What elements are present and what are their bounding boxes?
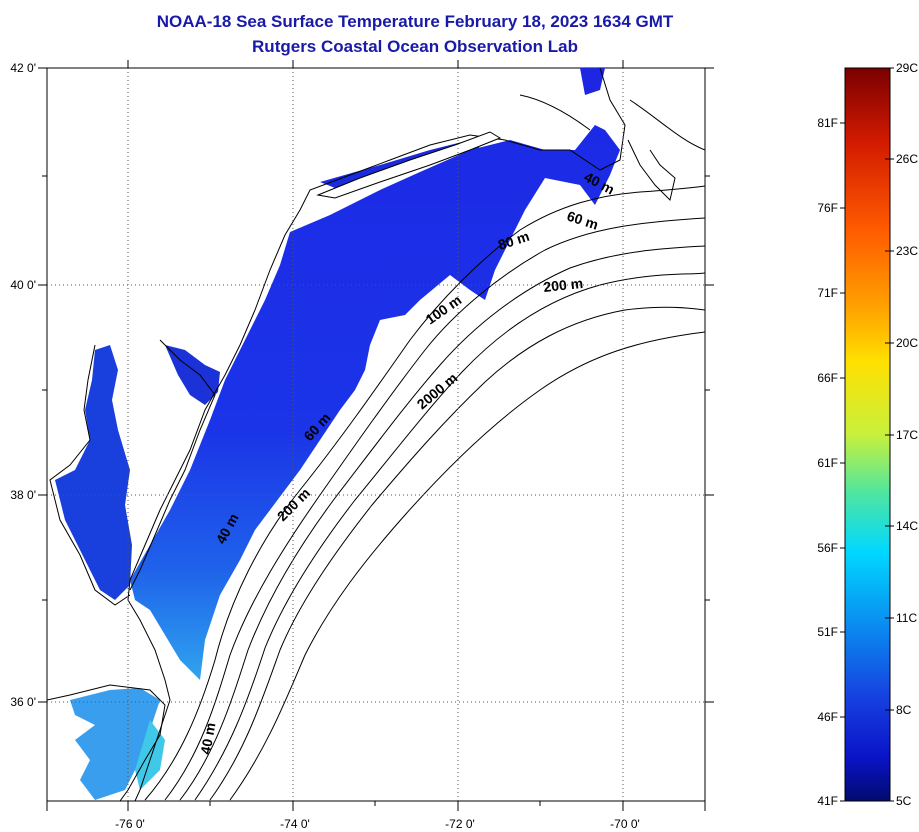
celsius-label: 23C <box>896 244 918 258</box>
celsius-label: 11C <box>896 611 917 625</box>
celsius-label: 20C <box>896 336 918 350</box>
sst-pamlico <box>70 688 160 800</box>
cape-cod-outline <box>627 139 676 201</box>
lon-label: -74 0' <box>280 817 310 831</box>
chesapeake-outline <box>49 344 131 606</box>
sst-delaware-bay <box>165 345 220 405</box>
fahrenheit-label: 46F <box>817 710 838 724</box>
celsius-label: 17C <box>896 428 918 442</box>
fahrenheit-label: 51F <box>817 625 838 639</box>
celsius-label: 26C <box>896 152 918 166</box>
sst-chesapeake <box>55 345 132 600</box>
fahrenheit-label: 81F <box>817 116 838 130</box>
lat-label: 42 0' <box>10 61 36 75</box>
long-island-outline <box>316 131 502 199</box>
delmarva-outline <box>129 339 216 591</box>
celsius-label: 5C <box>896 794 912 808</box>
lon-label: -70 0' <box>610 817 640 831</box>
contour-label: 40 m <box>197 721 218 755</box>
colorbar-celsius-labels: 29C 26C 23C 20C 17C 14C 11C 8C 5C <box>896 61 918 808</box>
fahrenheit-label: 71F <box>817 286 838 300</box>
bathymetry-contours <box>144 94 705 801</box>
temperature-colorbar <box>844 67 891 802</box>
colorbar-ticks <box>840 67 894 802</box>
sst-shelf-water <box>130 125 620 680</box>
celsius-label: 29C <box>896 61 918 75</box>
lon-label: -72 0' <box>445 817 475 831</box>
lat-labels: 42 0' 40 0' 38 0' 36 0' <box>10 61 36 709</box>
chart-subtitle: Rutgers Coastal Ocean Observation Lab <box>252 37 578 56</box>
celsius-label: 8C <box>896 703 912 717</box>
chart-title: NOAA-18 Sea Surface Temperature February… <box>156 12 674 31</box>
lat-label: 40 0' <box>10 278 36 292</box>
fahrenheit-label: 56F <box>817 541 838 555</box>
colorbar-fahrenheit-labels: 81F 76F 71F 66F 61F 56F 51F 46F 41F <box>817 116 838 808</box>
coastline <box>127 68 626 801</box>
nc-outline <box>47 684 166 801</box>
graticule <box>47 68 705 801</box>
fahrenheit-label: 61F <box>817 456 838 470</box>
sst-north-patch <box>580 68 605 95</box>
fahrenheit-label: 41F <box>817 794 838 808</box>
lat-label: 36 0' <box>10 695 36 709</box>
lon-labels: -76 0' -74 0' -72 0' -70 0' <box>115 817 640 831</box>
celsius-label: 14C <box>896 519 918 533</box>
lat-label: 38 0' <box>10 488 36 502</box>
frame-ticks <box>38 60 714 811</box>
lon-label: -76 0' <box>115 817 145 831</box>
fahrenheit-label: 76F <box>817 201 838 215</box>
fahrenheit-label: 66F <box>817 371 838 385</box>
